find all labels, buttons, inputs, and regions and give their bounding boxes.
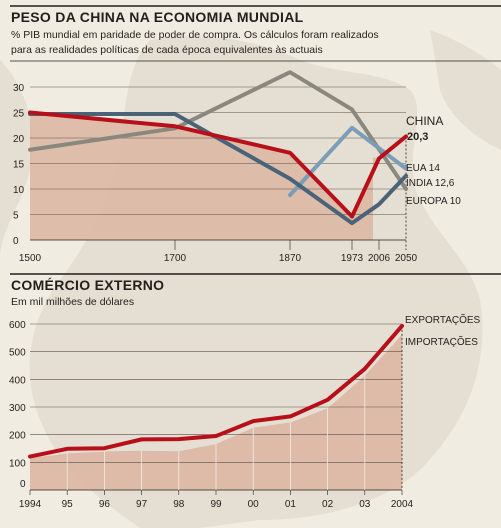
- chart1-area-china: [30, 112, 379, 240]
- chart2-plot: 100 200 300 400 500 600 0 1994 95 96 97 98 99 00 01 02 0…: [9, 313, 481, 510]
- chart1-series-label-europa: EUROPA 10: [406, 196, 461, 207]
- chart1-x-tick-label: 1870: [279, 253, 302, 264]
- chart1-x-tick-label: 1500: [19, 253, 42, 264]
- chart2-series-label-importacoes: IMPORTAÇÕES: [405, 335, 478, 348]
- chart2-y-tick-label: 0: [20, 479, 26, 490]
- chart2-y-tick-label: 200: [9, 431, 26, 442]
- chart2-y-tick-label: 500: [9, 348, 26, 359]
- chart1-y-tick-label: 20: [13, 134, 25, 145]
- chart1-y-tick-label: 30: [13, 83, 25, 94]
- chart1-title: PESO DA CHINA NA ECONOMIA MUNDIAL: [11, 9, 304, 25]
- chart1-plot: 0 5 10 15 20 25 30 1500 1700 1870 1973 2006 2050 CHIN…: [13, 70, 461, 264]
- chart2-y-tick-label: 300: [9, 403, 26, 414]
- chart1-x-tick-label: 1973: [341, 253, 364, 264]
- chart1-y-tick-label: 0: [13, 236, 19, 247]
- chart1-x-tick-label: 2050: [395, 253, 418, 264]
- chart2-x-tick-label: 00: [248, 499, 260, 510]
- chart2-y-tick-label: 100: [9, 458, 26, 469]
- chart1-series-label-eua: EUA 14: [406, 163, 440, 174]
- chart1-series-line-europa: [28, 70, 408, 191]
- chart1-series-label-china-value: 20,3: [407, 131, 428, 143]
- chart2-x-tick-label: 02: [322, 499, 334, 510]
- chart2-subtitle: Em mil milhões de dólares: [11, 296, 134, 308]
- chart1-x-tick-label: 1700: [164, 253, 187, 264]
- chart2-x-tick-label: 1994: [19, 499, 42, 510]
- chart2-area-importacoes: [30, 334, 402, 490]
- chart2-x-tick-label: 2004: [391, 499, 414, 510]
- chart2-y-tick-label: 400: [9, 375, 26, 386]
- chart2-x-tick-label: 95: [62, 499, 74, 510]
- chart1-series-line-china: [28, 110, 408, 219]
- chart1-subtitle-line1: % PIB mundial em paridade de poder de co…: [11, 29, 379, 41]
- chart2-series-line-exportacoes: [28, 323, 404, 459]
- chart2-x-tick-label: 98: [173, 499, 185, 510]
- chart1-y-tick-label: 5: [13, 211, 19, 222]
- chart2-x-tick-label: 96: [99, 499, 111, 510]
- chart2-title: COMÉRCIO EXTERNO: [11, 277, 164, 293]
- chart2-x-tick-label: 99: [210, 499, 222, 510]
- chart1-y-tick-label: 15: [13, 160, 25, 171]
- chart2-x-tick-label: 03: [359, 499, 371, 510]
- chart2-x-tick-label: 97: [136, 499, 148, 510]
- chart1-subtitle-line2: para as realidades políticas de cada épo…: [11, 44, 323, 56]
- chart1-y-tick-label: 25: [13, 109, 25, 120]
- chart1-series-label-china: CHINA: [406, 114, 443, 128]
- chart1-series-line-eua: [28, 112, 408, 226]
- chart2-x-tick-label: 01: [285, 499, 297, 510]
- chart1-x-tick-label: 2006: [368, 253, 391, 264]
- chart1-y-tick-label: 10: [13, 185, 25, 196]
- chart2-y-tick-label: 600: [9, 320, 26, 331]
- chart2-series-label-exportacoes: EXPORTAÇÕES: [405, 313, 481, 326]
- chart1-series-label-india: ÍNDIA 12,6: [406, 176, 455, 189]
